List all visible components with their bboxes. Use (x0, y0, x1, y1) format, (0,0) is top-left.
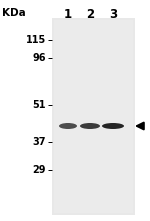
Text: 37: 37 (33, 137, 46, 147)
Ellipse shape (59, 123, 77, 129)
Text: KDa: KDa (2, 8, 26, 18)
Text: 2: 2 (86, 8, 94, 21)
Bar (52, 18, 135, 215)
Text: 96: 96 (33, 53, 46, 63)
Text: 1: 1 (64, 8, 72, 21)
Text: 29: 29 (33, 165, 46, 175)
Ellipse shape (80, 123, 100, 129)
Bar (54, 20, 133, 213)
Text: 115: 115 (26, 35, 46, 45)
Ellipse shape (102, 123, 124, 129)
Text: 3: 3 (109, 8, 117, 21)
Text: 51: 51 (33, 100, 46, 110)
